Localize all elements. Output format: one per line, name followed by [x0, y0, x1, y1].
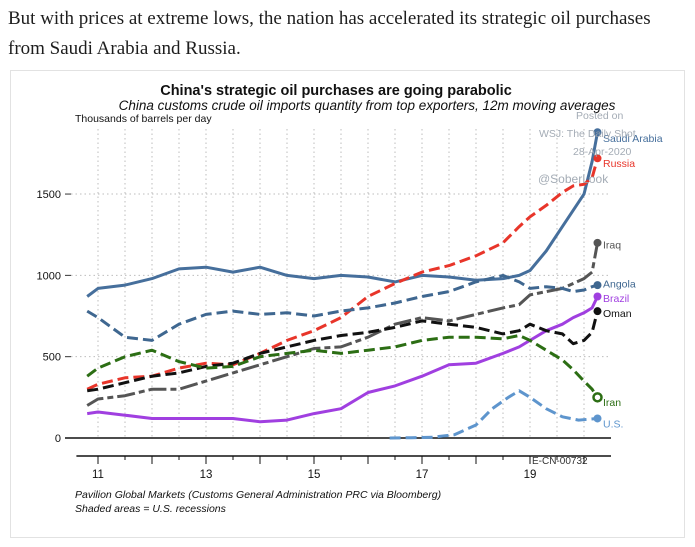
- series-label-iraq: Iraq: [603, 239, 621, 251]
- axes: 0 500 1000 1500 11 13 15 17 19: [37, 189, 611, 481]
- y-tick-label: 0: [55, 433, 61, 445]
- series-line-oman: [86, 310, 599, 393]
- series-label-u-s: U.S.: [603, 418, 623, 430]
- y-tick-label: 1000: [37, 270, 61, 282]
- y-axis-label: Thousands of barrels per day: [75, 113, 212, 125]
- gridlines: [71, 129, 611, 438]
- y-tick-label: 500: [43, 352, 61, 364]
- series-label-oman: Oman: [603, 308, 632, 320]
- chart-id: E-CN-00732: [532, 456, 588, 467]
- x-tick-label: 11: [92, 469, 104, 481]
- source-note: Pavilion Global Markets (Customs General…: [75, 489, 441, 501]
- watermark-line-4: @SoberLook: [538, 172, 609, 186]
- series-labels: Saudi Arabia Russia Iraq Angola Brazil Oman Ir…: [603, 133, 663, 430]
- series-label-iran: Iran: [603, 397, 621, 409]
- y-tick-label: 1500: [37, 189, 61, 201]
- x-tick-label: 17: [416, 469, 429, 481]
- watermark: Posted on WSJ: The Daily Shot 28-Apr-202…: [538, 110, 636, 186]
- series-label-angola: Angola: [603, 278, 636, 290]
- watermark-line-1: Posted on: [576, 110, 623, 122]
- series-line-angola: [86, 273, 598, 342]
- series-line-u-s: [389, 389, 598, 440]
- series-end-marker-brazil: [593, 292, 602, 301]
- chart-subtitle: China customs crude oil imports quantity…: [119, 98, 616, 113]
- series-lines: [86, 128, 603, 440]
- series-end-marker-saudi-arabia: [593, 128, 602, 137]
- series-end-marker-oman: [593, 307, 602, 316]
- article-intro: But with prices at extreme lows, the nat…: [8, 8, 651, 59]
- series-line-iran: [86, 334, 599, 399]
- chart-figure: 0 500 1000 1500 11 13 15 17 19 Saudi Arabia Russi…: [10, 70, 685, 538]
- x-tick-label: 15: [308, 469, 321, 481]
- series-label-saudi-arabia: Saudi Arabia: [603, 133, 663, 145]
- series-label-russia: Russia: [603, 158, 635, 170]
- chart-svg: 0 500 1000 1500 11 13 15 17 19 Saudi Arabia Russi…: [37, 83, 663, 515]
- series-line-iraq: [86, 242, 599, 407]
- series-line-brazil: [86, 295, 599, 424]
- series-end-marker-angola: [593, 281, 602, 290]
- recession-note: Shaded areas = U.S. recessions: [75, 503, 227, 515]
- x-tick-label: 13: [200, 469, 213, 481]
- series-end-marker-iraq: [593, 238, 602, 247]
- series-end-marker-russia: [593, 154, 602, 163]
- x-tick-label: 19: [524, 469, 537, 481]
- watermark-line-2: WSJ: The Daily Shot: [539, 128, 636, 140]
- series-label-brazil: Brazil: [603, 293, 629, 305]
- series-end-marker-u-s: [593, 414, 602, 423]
- series-line-saudi-arabia: [86, 132, 599, 298]
- series-end-marker-iran: [592, 392, 603, 403]
- chart-title: China's strategic oil purchases are goin…: [160, 83, 512, 99]
- watermark-line-3: 28-Apr-2020: [573, 146, 632, 158]
